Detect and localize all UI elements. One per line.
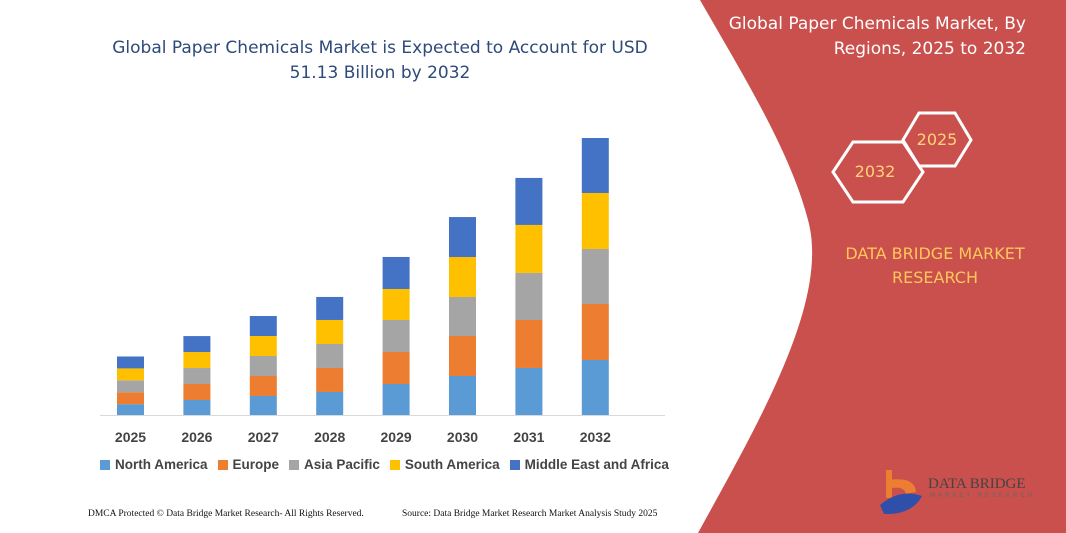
x-tick-label: 2026 — [181, 429, 212, 445]
bar-segment-2028-north-america — [316, 391, 344, 415]
bar-segment-2028-middle-east-and-africa — [316, 296, 344, 320]
bar-segment-2030-europe — [449, 336, 476, 376]
bar-segment-2032-middle-east-and-africa — [581, 138, 609, 193]
x-tick-label: 2029 — [381, 429, 412, 445]
legend-label: Middle East and Africa — [524, 457, 669, 472]
legend-item: North America — [100, 457, 208, 472]
bar-segment-2026-asia-pacific — [183, 368, 211, 385]
bar-segment-2029-europe — [382, 351, 410, 385]
hexagon-label-2032: 2032 — [854, 162, 896, 181]
legend-swatch — [217, 459, 228, 470]
bar-segment-2032-north-america — [581, 360, 609, 415]
bar-segment-2027-middle-east-and-africa — [249, 316, 277, 337]
bar-segment-2032-asia-pacific — [581, 249, 609, 304]
bar-segment-2031-asia-pacific — [515, 272, 543, 320]
chart: 2025 2026 2027 2028 2029 2030 2031 2032 — [115, 138, 611, 445]
bar-segment-2030-asia-pacific — [449, 297, 476, 337]
x-tick-label: 2025 — [115, 429, 146, 445]
bar-segment-2030-middle-east-and-africa — [449, 217, 476, 258]
legend-swatch — [509, 459, 520, 470]
footer-copyright: DMCA Protected © Data Bridge Market Rese… — [88, 509, 364, 519]
bar-segment-2028-south-america — [316, 319, 344, 344]
bar-segment-2025-europe — [117, 392, 144, 405]
bar-segment-2032-south-america — [581, 192, 609, 250]
legend-item: Asia Pacific — [289, 457, 380, 472]
bar-segment-2028-asia-pacific — [316, 343, 344, 368]
bar-segment-2029-asia-pacific — [382, 319, 410, 352]
data-bridge-logo-icon — [880, 470, 922, 515]
x-tick-label: 2027 — [248, 429, 279, 445]
legend-label: North America — [115, 457, 208, 472]
legend-swatch — [289, 459, 300, 470]
legend-label: Europe — [232, 457, 280, 472]
panel-title: Global Paper Chemicals Market, By Region… — [728, 14, 1026, 59]
footer-source: Source: Data Bridge Market Research Mark… — [402, 509, 658, 519]
bar-segment-2027-asia-pacific — [249, 356, 277, 376]
bar-segment-2026-middle-east-and-africa — [183, 336, 211, 353]
legend-swatch — [100, 459, 110, 470]
bar-segment-2027-north-america — [249, 395, 277, 415]
bar-segment-2030-north-america — [449, 375, 476, 415]
x-tick-label: 2031 — [513, 429, 544, 445]
bar-segment-2026-south-america — [183, 352, 211, 369]
bar-segment-2032-europe — [581, 303, 609, 361]
hexagon-2032 — [831, 140, 925, 204]
bar-segment-2031-south-america — [515, 224, 543, 273]
brand-text: DATA BRIDGE MARKET RESEARCH — [845, 244, 1025, 287]
legend-label: Asia Pacific — [304, 457, 380, 472]
x-tick-label: 2032 — [580, 429, 611, 445]
bar-segment-2029-south-america — [382, 288, 410, 320]
legend-item: South America — [389, 457, 500, 472]
bar-segment-2031-europe — [515, 319, 543, 368]
red-panel — [698, 0, 1066, 533]
bar-segment-2025-north-america — [117, 404, 144, 415]
bar-segment-2031-north-america — [515, 367, 543, 415]
bar-segment-2029-north-america — [382, 384, 410, 415]
bar-segment-2028-europe — [316, 367, 344, 392]
bar-segment-2026-north-america — [183, 399, 211, 415]
logo-text: DATA BRIDGE — [928, 476, 1026, 492]
bar-segment-2030-south-america — [449, 257, 476, 298]
x-tick-label: 2028 — [314, 429, 345, 445]
hexagon-label-2025: 2025 — [916, 130, 958, 149]
bar-segment-2025-middle-east-and-africa — [117, 356, 144, 369]
legend-label: South America — [404, 457, 500, 472]
bar-segment-2026-europe — [183, 384, 211, 400]
x-tick-label: 2030 — [447, 429, 478, 445]
legend: North America Europe Asia Pacific South Ame… — [100, 457, 669, 472]
bar-segment-2025-south-america — [117, 368, 144, 381]
legend-item: Middle East and Africa — [509, 457, 669, 472]
legend-item: Europe — [217, 457, 280, 472]
hexagon-2025 — [901, 111, 973, 168]
bar-segment-2027-europe — [249, 375, 277, 396]
bar-segment-2027-south-america — [249, 336, 277, 357]
bar-segment-2029-middle-east-and-africa — [382, 256, 410, 289]
logo-subtext: MARKET RESEARCH — [930, 493, 1035, 499]
chart-title: Global Paper Chemicals Market is Expecte… — [112, 38, 648, 83]
bar-segment-2031-middle-east-and-africa — [515, 177, 543, 225]
legend-swatch — [389, 459, 400, 470]
bar-segment-2025-asia-pacific — [117, 380, 144, 393]
